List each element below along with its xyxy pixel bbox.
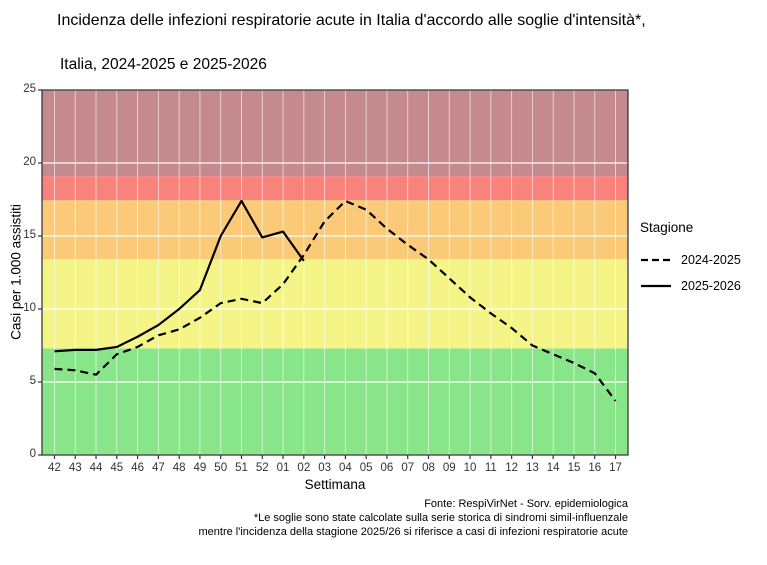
x-tick-label: 12: [505, 462, 519, 474]
x-tick-label: 42: [48, 462, 61, 474]
panel-border: [41, 89, 629, 456]
intensity-band: [42, 90, 628, 177]
x-tick-label: 08: [422, 462, 435, 474]
x-tick-label: 48: [172, 462, 186, 474]
series-line-2025-2026: [54, 199, 305, 353]
x-tick-label: 04: [338, 462, 352, 474]
x-tick-label: 44: [89, 462, 103, 474]
y-tick-label: 0: [29, 448, 36, 460]
legend-key-solid-line: [641, 284, 671, 288]
x-tick-label: 50: [214, 462, 228, 474]
x-tick-label: 09: [442, 462, 456, 474]
x-tick-label: 07: [401, 462, 415, 474]
legend-items: 2024-2025 2025-2026: [640, 247, 741, 299]
series-line-2024-2025: [54, 199, 617, 402]
intensity-band: [42, 348, 628, 455]
x-tick-label: 51: [235, 462, 248, 474]
intensity-band: [42, 259, 628, 349]
x-tick-label: 03: [318, 462, 332, 474]
caption-source: Fonte: RespiVirNet - Sorv. epidemiologic…: [424, 498, 628, 510]
x-tick-label: 16: [588, 462, 602, 474]
x-tick-label: 17: [609, 462, 622, 474]
caption-note-2: mentre l'incidenza della stagione 2025/2…: [198, 526, 629, 538]
x-tick-label: 02: [297, 462, 311, 474]
legend-item: 2024-2025: [640, 247, 741, 273]
y-tick-label: 10: [23, 302, 36, 314]
y-tick-label: 25: [23, 83, 36, 95]
plot-area: [38, 89, 629, 459]
legend-item: 2025-2026: [640, 273, 741, 299]
legend: Stagione 2024-2025 2025-2026: [640, 220, 741, 299]
x-tick-label: 45: [110, 462, 124, 474]
legend-key-dashed-line: [641, 258, 671, 262]
y-axis-title: Casi per 1.000 assistiti: [8, 204, 24, 340]
x-tick-label: 05: [359, 462, 373, 474]
chart-title: Incidenza delle infezioni respiratorie a…: [57, 12, 646, 29]
legend-item-label: 2025-2026: [681, 279, 741, 293]
x-tick-label: 13: [526, 462, 539, 474]
x-tick-label: 43: [68, 462, 82, 474]
x-tick-label: 47: [151, 462, 165, 474]
y-tick-label: 5: [29, 375, 36, 387]
x-tick-label: 14: [546, 462, 560, 474]
x-tick-label: 52: [255, 462, 269, 474]
legend-title: Stagione: [640, 220, 694, 235]
x-axis-title: Settimana: [304, 477, 366, 492]
legend-item-label: 2024-2025: [681, 253, 741, 267]
intensity-band: [42, 200, 628, 260]
x-tick-label: 49: [193, 462, 207, 474]
caption-note-1: *Le soglie sono state calcolate sulla se…: [253, 512, 628, 524]
x-tick-label: 15: [567, 462, 581, 474]
chart-subtitle: Italia, 2024-2025 e 2025-2026: [60, 56, 267, 73]
x-tick-label: 10: [463, 462, 477, 474]
x-tick-label: 06: [380, 462, 394, 474]
intensity-band: [42, 176, 628, 201]
y-tick-label: 20: [23, 156, 36, 168]
x-tick-label: 46: [131, 462, 144, 474]
x-tick-label: 11: [484, 462, 497, 474]
y-tick-label: 15: [23, 229, 36, 241]
x-tick-label: 01: [276, 462, 290, 474]
caption: Fonte: RespiVirNet - Sorv. epidemiologic…: [199, 497, 629, 539]
